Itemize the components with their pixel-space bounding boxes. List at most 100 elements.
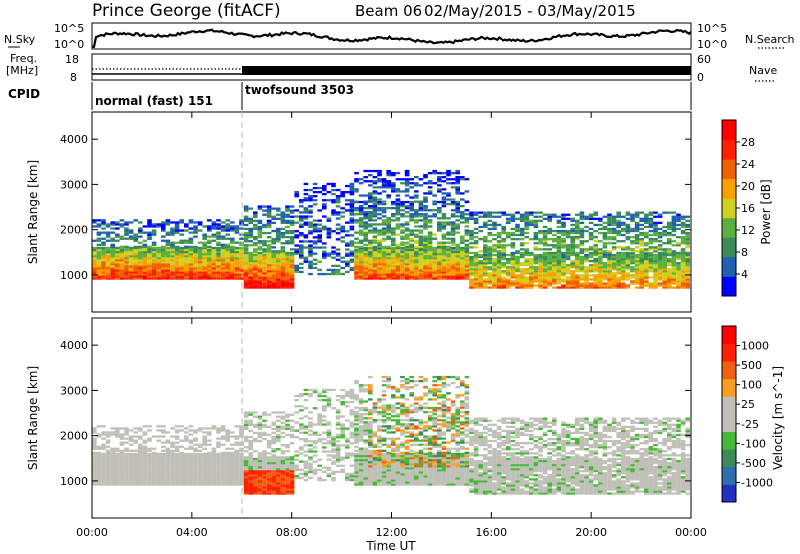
velocity-cell bbox=[211, 483, 217, 486]
power-cell bbox=[308, 223, 313, 226]
power-cell bbox=[464, 263, 470, 266]
power-cell bbox=[266, 282, 272, 285]
power-cell bbox=[634, 278, 640, 281]
power-cell bbox=[538, 262, 543, 265]
power-cell bbox=[368, 277, 373, 280]
velocity-cell bbox=[303, 472, 309, 476]
power-cell bbox=[437, 267, 442, 270]
power-cell bbox=[165, 250, 171, 254]
power-cell bbox=[515, 264, 520, 267]
velocity-cell bbox=[345, 405, 350, 408]
velocity-cell bbox=[266, 413, 272, 416]
velocity-cell bbox=[326, 397, 332, 400]
velocity-cell bbox=[133, 452, 138, 456]
velocity-cell bbox=[216, 463, 221, 466]
velocity-cell bbox=[147, 477, 152, 480]
power-cell bbox=[128, 237, 134, 240]
velocity-cell bbox=[253, 415, 258, 418]
velocity-cell bbox=[96, 456, 102, 460]
power-cell bbox=[667, 264, 672, 267]
velocity-cell bbox=[285, 413, 290, 416]
velocity-cell bbox=[220, 429, 226, 432]
velocity-cell bbox=[248, 448, 253, 451]
power-cell bbox=[326, 217, 332, 220]
power-cell bbox=[253, 227, 258, 231]
power-cell bbox=[105, 248, 111, 252]
power-cell bbox=[662, 260, 667, 263]
power-cell bbox=[455, 188, 460, 191]
velocity-cell bbox=[289, 486, 295, 489]
power-cell bbox=[542, 270, 548, 273]
power-cell bbox=[492, 223, 497, 227]
power-cell bbox=[202, 257, 207, 260]
velocity-cell bbox=[124, 452, 129, 456]
power-cell bbox=[510, 282, 516, 285]
power-cell bbox=[510, 257, 516, 261]
power-cell bbox=[437, 248, 442, 252]
velocity-cell bbox=[340, 470, 345, 473]
velocity-cell bbox=[174, 473, 180, 476]
power-cell bbox=[547, 270, 552, 273]
power-cell bbox=[671, 253, 677, 257]
power-cell bbox=[372, 257, 378, 260]
velocity-cell bbox=[92, 437, 97, 440]
power-cell bbox=[276, 213, 281, 216]
power-cell bbox=[464, 269, 470, 272]
power-cell bbox=[262, 257, 267, 261]
power-cell bbox=[676, 244, 681, 247]
velocity-cell bbox=[151, 447, 157, 450]
power-cell bbox=[354, 213, 359, 216]
power-cell bbox=[354, 231, 359, 234]
power-cell bbox=[575, 264, 580, 267]
power-cell bbox=[165, 277, 171, 280]
velocity-cell bbox=[220, 437, 226, 440]
velocity-cell bbox=[331, 462, 336, 465]
power-cell bbox=[529, 280, 534, 283]
power-cell bbox=[363, 221, 368, 224]
power-cell bbox=[354, 219, 359, 222]
velocity-cell bbox=[225, 459, 230, 462]
power-cell bbox=[478, 260, 483, 263]
power-cell bbox=[266, 209, 272, 212]
power-cell bbox=[170, 265, 175, 268]
velocity-cell bbox=[326, 405, 332, 408]
power-cell bbox=[570, 284, 575, 287]
power-cell bbox=[492, 286, 497, 289]
power-cell bbox=[138, 250, 143, 254]
power-cell bbox=[496, 278, 502, 281]
power-cell bbox=[294, 268, 299, 272]
power-cell bbox=[243, 255, 249, 259]
power-cell bbox=[322, 215, 327, 218]
velocity-cell bbox=[92, 451, 97, 454]
power-cell bbox=[473, 262, 479, 265]
power-cell bbox=[616, 276, 621, 279]
power-cell bbox=[299, 232, 304, 235]
power-cell bbox=[248, 276, 253, 279]
power-cell bbox=[234, 241, 240, 244]
power-cell bbox=[533, 262, 539, 265]
power-cell bbox=[377, 178, 382, 181]
velocity-cell bbox=[101, 431, 106, 434]
power-cell bbox=[414, 267, 419, 270]
power-cell bbox=[501, 213, 506, 216]
power-cell bbox=[593, 250, 598, 253]
power-cell bbox=[377, 233, 382, 236]
power-cell bbox=[644, 244, 649, 247]
velocity-cell bbox=[193, 465, 198, 468]
velocity-cell bbox=[138, 445, 143, 448]
power-cell bbox=[561, 233, 566, 237]
power-cell bbox=[487, 227, 493, 231]
velocity-cell bbox=[257, 476, 263, 479]
power-cell bbox=[156, 277, 161, 280]
velocity-cell bbox=[188, 429, 194, 432]
velocity-cell bbox=[294, 476, 299, 480]
power-cell bbox=[386, 184, 391, 187]
power-cell bbox=[363, 203, 368, 206]
power-cell bbox=[432, 271, 437, 274]
velocity-cell bbox=[110, 451, 115, 454]
power-cell bbox=[115, 271, 120, 274]
velocity-cell bbox=[276, 466, 281, 469]
power-cell bbox=[483, 257, 488, 261]
velocity-cell bbox=[335, 470, 341, 473]
